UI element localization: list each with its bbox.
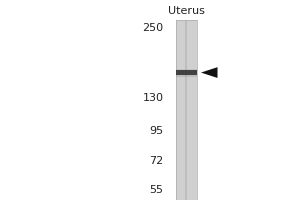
Text: 95: 95: [149, 126, 164, 136]
Text: 250: 250: [142, 23, 164, 33]
Text: 130: 130: [142, 93, 164, 103]
Bar: [176, 20, 197, 200]
Polygon shape: [201, 67, 217, 78]
Bar: [176, 75, 197, 77]
Bar: [176, 69, 197, 71]
Text: 55: 55: [149, 185, 164, 195]
Text: 72: 72: [149, 156, 164, 166]
Text: Uterus: Uterus: [168, 6, 204, 16]
Bar: [176, 70, 197, 75]
